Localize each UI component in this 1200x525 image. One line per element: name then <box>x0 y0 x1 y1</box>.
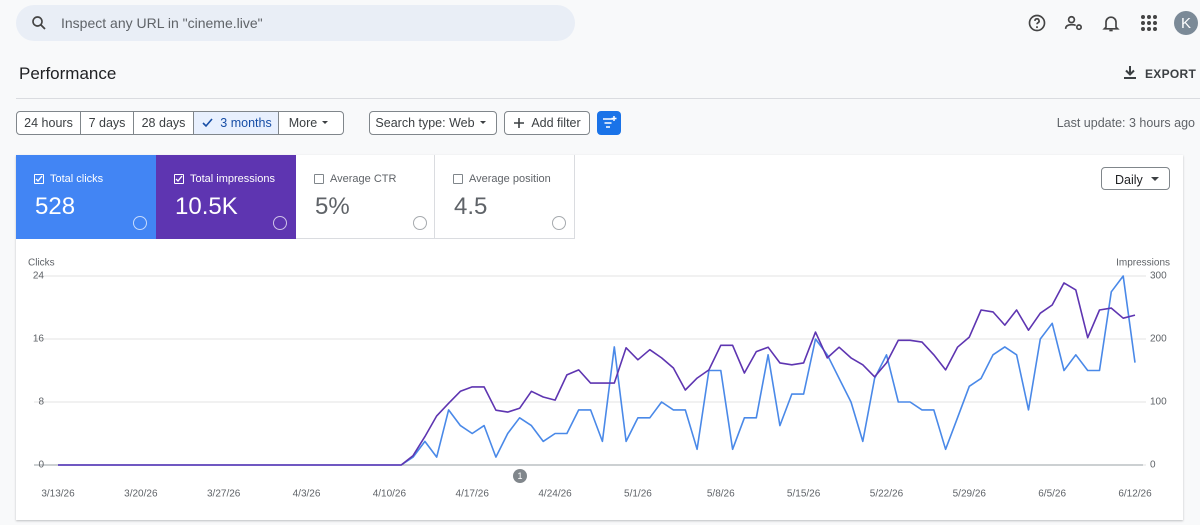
check-icon <box>175 175 183 182</box>
y2-tick-label: 200 <box>1150 334 1167 345</box>
x-tick-label: 5/8/26 <box>707 489 735 500</box>
date-range-chip[interactable]: 24 hours <box>16 111 81 135</box>
x-tick-label: 4/3/26 <box>293 489 321 500</box>
check-path <box>35 175 43 182</box>
metric-value: 528 <box>35 193 76 220</box>
users-settings-icon[interactable] <box>1064 13 1084 33</box>
add-filter-chip[interactable]: Add filter <box>504 111 590 135</box>
metric-checkbox <box>174 174 184 184</box>
metric-help-icon <box>413 216 427 230</box>
date-range-label: 24 hours <box>24 116 73 130</box>
plus-icon <box>514 118 525 128</box>
y2-axis-title: Impressions <box>1116 258 1170 269</box>
x-tick-label: 5/15/26 <box>787 489 821 500</box>
date-range-chip[interactable]: 3 months <box>193 111 279 135</box>
x-tick-label: 6/5/26 <box>1038 489 1066 500</box>
divider <box>16 98 1200 99</box>
apps-icon[interactable] <box>1140 14 1158 32</box>
search-placeholder: Inspect any URL in "cineme.live" <box>61 15 263 31</box>
y2-tick-label: 100 <box>1150 397 1167 408</box>
date-range-label: 28 days <box>141 116 186 130</box>
metric-checkbox <box>314 174 324 184</box>
avatar[interactable]: K <box>1174 11 1198 35</box>
check-path <box>202 118 213 128</box>
annotation-label: 1 <box>517 471 522 481</box>
y2-tick-label: 300 <box>1150 271 1167 282</box>
metric-value: 4.5 <box>454 193 488 220</box>
filter-icon <box>603 116 617 128</box>
export-button[interactable]: EXPORT <box>1145 67 1197 81</box>
metric-help-icon <box>133 216 147 230</box>
x-tick-label: 5/29/26 <box>953 489 987 500</box>
page-title: Performance <box>19 64 117 83</box>
check-icon <box>202 118 213 128</box>
date-range-label: 3 months <box>220 116 272 130</box>
y-tick-label: 16 <box>33 334 45 345</box>
arrow <box>322 121 329 124</box>
date-range-chip[interactable]: 28 days <box>133 111 194 135</box>
series-line <box>58 282 1136 466</box>
granularity-dropdown[interactable]: Daily <box>1101 167 1170 190</box>
metric-help-icon <box>552 216 566 230</box>
date-range-label: 7 days <box>88 116 126 130</box>
help-icon[interactable] <box>1027 13 1047 33</box>
download-icon <box>1124 66 1136 79</box>
metric-tile[interactable]: Total clicks 528 <box>16 155 156 239</box>
last-update: Last update: 3 hours ago <box>1056 116 1195 130</box>
y-axis-title: Clicks <box>28 258 55 269</box>
metric-tile[interactable]: Average position 4.5 <box>435 155 575 239</box>
metric-label: Total clicks <box>50 173 104 185</box>
x-tick-label: 3/13/26 <box>41 489 75 500</box>
add-filter-label: Add filter <box>531 116 581 130</box>
filter-settings-button[interactable] <box>597 111 621 135</box>
x-tick-label: 3/20/26 <box>124 489 158 500</box>
check-icon <box>35 175 43 182</box>
dropdown-arrow <box>479 121 486 124</box>
x-tick-label: 5/22/26 <box>870 489 904 500</box>
y-tick-label: 24 <box>33 271 45 282</box>
metric-tile[interactable]: Average CTR 5% <box>296 155 435 239</box>
search-bar[interactable]: Inspect any URL in "cineme.live" <box>16 5 575 41</box>
metric-label: Average position <box>469 173 551 185</box>
metric-checkbox <box>453 174 463 184</box>
y-tick-label: 0 <box>38 460 44 471</box>
x-tick-label: 4/17/26 <box>456 489 490 500</box>
date-range-chip[interactable]: More <box>278 111 344 135</box>
x-tick-label: 4/24/26 <box>538 489 572 500</box>
metric-checkbox <box>34 174 44 184</box>
check-path <box>175 175 183 182</box>
metric-tile[interactable]: Total impressions 10.5K <box>156 155 296 239</box>
search-type-chip[interactable]: Search type: Web <box>369 111 497 135</box>
x-tick-label: 5/1/26 <box>624 489 652 500</box>
search-type-label: Search type: Web <box>375 116 475 130</box>
annotation-marker[interactable] <box>513 469 527 483</box>
y-tick-label: 8 <box>38 397 44 408</box>
granularity-label: Daily <box>1115 173 1143 187</box>
x-tick-label: 6/12/26 <box>1118 489 1152 500</box>
metric-label: Total impressions <box>190 173 275 185</box>
metric-label: Average CTR <box>330 173 397 185</box>
x-tick-label: 4/10/26 <box>373 489 407 500</box>
series-line <box>58 275 1136 466</box>
x-tick-label: 3/27/26 <box>207 489 241 500</box>
metric-value: 10.5K <box>175 193 238 220</box>
metric-help-icon <box>273 216 287 230</box>
dropdown-arrow <box>1151 177 1159 181</box>
dropdown-arrow <box>322 121 329 124</box>
notifications-icon[interactable] <box>1101 13 1121 33</box>
search-icon <box>32 16 46 30</box>
date-range-label: More <box>288 116 318 130</box>
y2-tick-label: 0 <box>1150 460 1156 471</box>
metric-value: 5% <box>315 193 350 220</box>
